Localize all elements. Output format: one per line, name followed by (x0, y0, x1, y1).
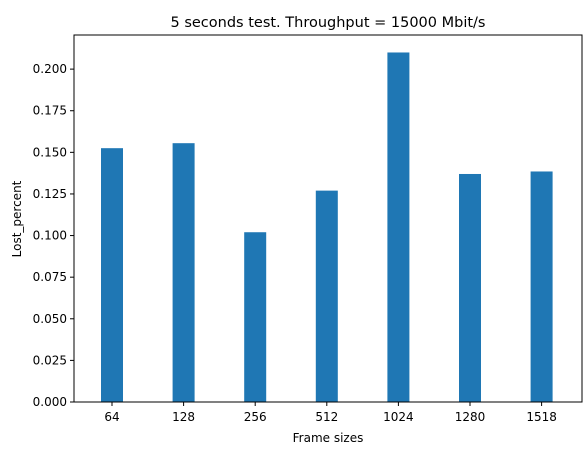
y-tick-label: 0.200 (33, 62, 67, 76)
x-axis-label: Frame sizes (293, 431, 364, 445)
bar-1280 (459, 173, 481, 402)
x-axis: 64 128 256 512 1024 1280 1518 (104, 402, 557, 424)
bar-1024 (387, 52, 410, 402)
plot-frame (73, 34, 583, 403)
x-tick-label: 128 (172, 410, 195, 424)
y-tick-label: 0.100 (33, 229, 67, 243)
y-tick-label: 0.075 (33, 270, 67, 284)
x-tick-label: 256 (244, 410, 267, 424)
bar-256 (244, 232, 267, 402)
y-tick-label: 0.150 (33, 145, 67, 159)
x-tick-label: 1518 (526, 410, 557, 424)
y-tick-label: 0.050 (33, 312, 67, 326)
chart-title: 5 seconds test. Throughput = 15000 Mbit/… (171, 15, 486, 31)
y-tick-label: 0.000 (33, 395, 67, 409)
bar-64 (101, 148, 123, 402)
y-tick-label: 0.125 (33, 187, 67, 201)
bar-1518 (530, 171, 553, 402)
bar-128 (172, 143, 195, 402)
x-tick-label: 512 (315, 410, 338, 424)
y-tick-label: 0.175 (33, 104, 67, 118)
x-tick-label: 64 (104, 410, 119, 424)
x-tick-label: 1024 (383, 410, 414, 424)
bars-group (101, 52, 553, 402)
y-tick-label: 0.025 (33, 353, 67, 367)
y-axis: 0.000 0.025 0.050 0.075 0.100 0.125 0.150 0.175… (33, 62, 74, 409)
bar-512 (315, 190, 338, 402)
y-axis-label: Lost_percent (10, 180, 24, 257)
x-tick-label: 1280 (455, 410, 486, 424)
